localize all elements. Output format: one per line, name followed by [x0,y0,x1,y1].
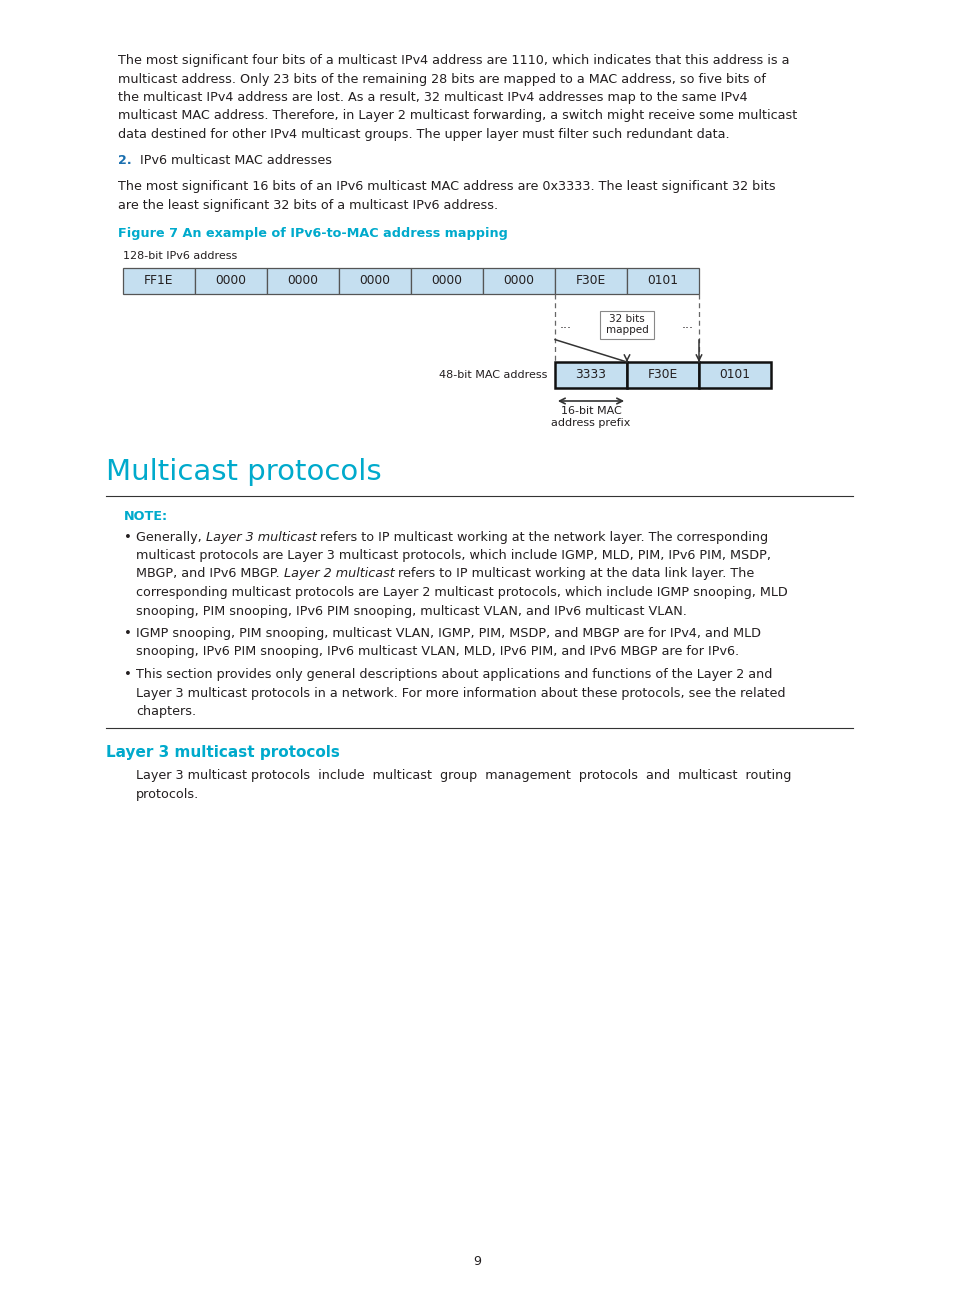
Text: 0000: 0000 [359,275,390,288]
Bar [555,268,626,294]
Text: 3333: 3333 [575,368,606,381]
Text: This section provides only general descriptions about applications and functions: This section provides only general descr… [136,667,772,680]
Text: data destined for other IPv4 multicast groups. The upper layer must filter such : data destined for other IPv4 multicast g… [118,128,729,141]
Text: F30E: F30E [647,368,678,381]
FancyBboxPatch shape [599,311,654,338]
Bar [699,362,770,388]
Text: The most significant four bits of a multicast IPv4 address are 1110, which indic: The most significant four bits of a mult… [118,54,789,67]
Text: Layer 3 multicast protocols: Layer 3 multicast protocols [106,745,339,761]
Text: NOTE:: NOTE: [124,511,168,524]
Text: 16-bit MAC
address prefix: 16-bit MAC address prefix [551,406,630,428]
Bar [555,362,626,388]
Text: Generally,: Generally, [136,530,206,543]
Text: F30E: F30E [576,275,605,288]
Text: Layer 3 multicast: Layer 3 multicast [206,530,316,543]
Text: Layer 3 multicast protocols  include  multicast  group  management  protocols  a: Layer 3 multicast protocols include mult… [136,770,791,783]
Text: •: • [124,667,132,680]
Text: MBGP, and IPv6 MBGP.: MBGP, and IPv6 MBGP. [136,568,283,581]
Text: IPv6 multicast MAC addresses: IPv6 multicast MAC addresses [140,153,332,166]
Text: 0000: 0000 [431,275,462,288]
Text: protocols.: protocols. [136,788,199,801]
Text: snooping, PIM snooping, IPv6 PIM snooping, multicast VLAN, and IPv6 multicast VL: snooping, PIM snooping, IPv6 PIM snoopin… [136,604,686,617]
Bar [626,268,699,294]
Text: •: • [124,530,132,543]
Bar [626,362,699,388]
Text: Multicast protocols: Multicast protocols [106,457,381,486]
Text: 2.: 2. [118,153,132,166]
Bar [482,268,555,294]
Bar [267,268,338,294]
Text: multicast address. Only 23 bits of the remaining 28 bits are mapped to a MAC add: multicast address. Only 23 bits of the r… [118,73,765,86]
Text: 0000: 0000 [287,275,318,288]
Text: Figure 7 An example of IPv6-to-MAC address mapping: Figure 7 An example of IPv6-to-MAC addre… [118,227,507,240]
Text: refers to IP multicast working at the data link layer. The: refers to IP multicast working at the da… [394,568,754,581]
Text: The most significant 16 bits of an IPv6 multicast MAC address are 0x3333. The le: The most significant 16 bits of an IPv6 … [118,180,775,193]
Text: multicast protocols are Layer 3 multicast protocols, which include IGMP, MLD, PI: multicast protocols are Layer 3 multicas… [136,550,770,562]
Bar [411,268,482,294]
Text: 48-bit MAC address: 48-bit MAC address [438,369,546,380]
Text: FF1E: FF1E [144,275,173,288]
Text: multicast MAC address. Therefore, in Layer 2 multicast forwarding, a switch migh: multicast MAC address. Therefore, in Lay… [118,109,797,123]
Bar [194,268,267,294]
Bar [123,268,194,294]
Text: 0101: 0101 [719,368,750,381]
Text: ...: ... [559,318,572,330]
Text: Layer 2 multicast: Layer 2 multicast [283,568,394,581]
Text: corresponding multicast protocols are Layer 2 multicast protocols, which include: corresponding multicast protocols are La… [136,586,787,599]
Text: the multicast IPv4 address are lost. As a result, 32 multicast IPv4 addresses ma: the multicast IPv4 address are lost. As … [118,91,747,104]
Text: are the least significant 32 bits of a multicast IPv6 address.: are the least significant 32 bits of a m… [118,198,497,211]
Text: 0000: 0000 [215,275,246,288]
Text: chapters.: chapters. [136,705,196,718]
Text: snooping, IPv6 PIM snooping, IPv6 multicast VLAN, MLD, IPv6 PIM, and IPv6 MBGP a: snooping, IPv6 PIM snooping, IPv6 multic… [136,645,739,658]
Text: 0000: 0000 [503,275,534,288]
Bar [338,268,411,294]
Text: •: • [124,627,132,640]
Text: 128-bit IPv6 address: 128-bit IPv6 address [123,251,237,260]
Text: ...: ... [681,318,693,330]
Text: 32 bits
mapped: 32 bits mapped [605,314,648,336]
Text: Layer 3 multicast protocols in a network. For more information about these proto: Layer 3 multicast protocols in a network… [136,687,784,700]
Text: 9: 9 [473,1255,480,1267]
Text: 0101: 0101 [647,275,678,288]
Text: IGMP snooping, PIM snooping, multicast VLAN, IGMP, PIM, MSDP, and MBGP are for I: IGMP snooping, PIM snooping, multicast V… [136,627,760,640]
Text: refers to IP multicast working at the network layer. The corresponding: refers to IP multicast working at the ne… [316,530,768,543]
